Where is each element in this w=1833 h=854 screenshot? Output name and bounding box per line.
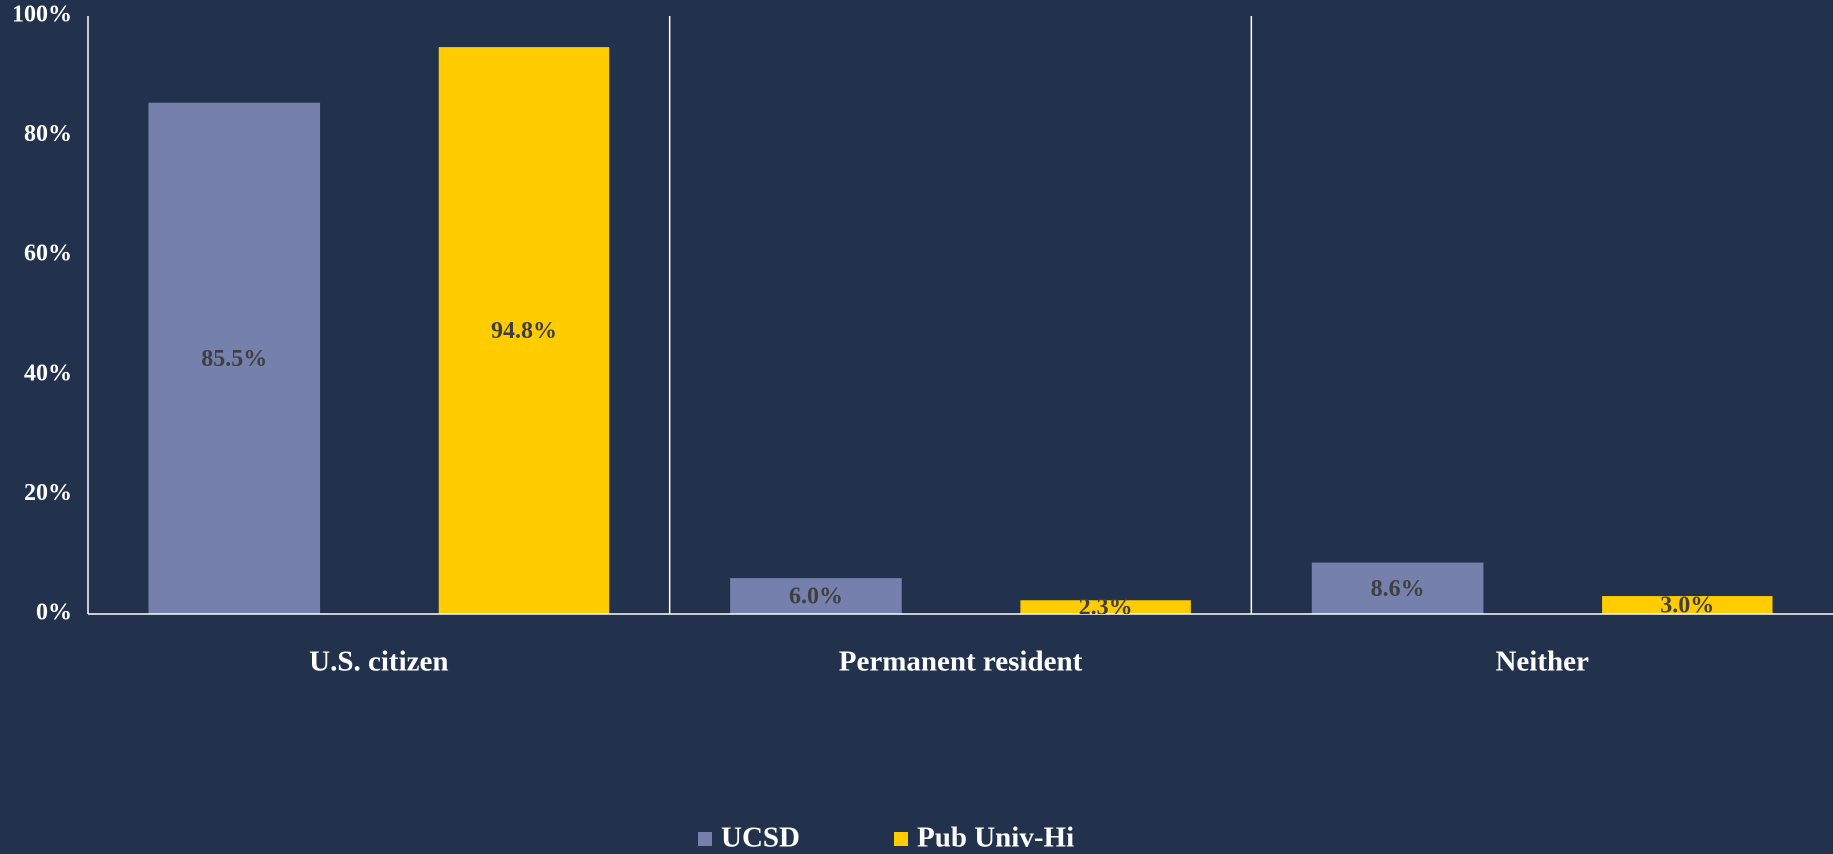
- bar: [148, 102, 321, 615]
- y-tick-label: 0%: [36, 600, 72, 626]
- value-label: 85.5%: [201, 346, 267, 372]
- bar: [1602, 596, 1773, 614]
- value-label-group: 85.5% 94.8% 6.0% 2.3% 8.6% 3.0%: [201, 318, 1714, 621]
- y-tick-label: 20%: [24, 480, 72, 506]
- value-label: 2.3%: [1079, 595, 1133, 621]
- y-tick-label: 100%: [12, 2, 72, 28]
- x-tick-label: U.S. citizen: [309, 646, 448, 678]
- value-label: 6.0%: [789, 584, 843, 610]
- bar: [438, 47, 610, 614]
- y-tick-label: 80%: [24, 121, 72, 147]
- bar: [1311, 562, 1484, 614]
- legend-swatch: [894, 832, 908, 846]
- bar: [730, 578, 902, 614]
- value-label: 3.0%: [1660, 593, 1714, 619]
- value-label: 94.8%: [491, 318, 557, 344]
- value-label: 8.6%: [1371, 576, 1425, 602]
- legend-swatch: [698, 832, 712, 846]
- x-tick-label: Neither: [1495, 646, 1589, 678]
- bar: [1020, 600, 1191, 614]
- y-tick-label: 60%: [24, 241, 72, 267]
- legend-label: Pub Univ-Hi: [917, 822, 1074, 854]
- x-tick-label: Permanent resident: [839, 646, 1083, 678]
- y-tick-label: 40%: [24, 360, 72, 386]
- legend-label: UCSD: [721, 822, 800, 854]
